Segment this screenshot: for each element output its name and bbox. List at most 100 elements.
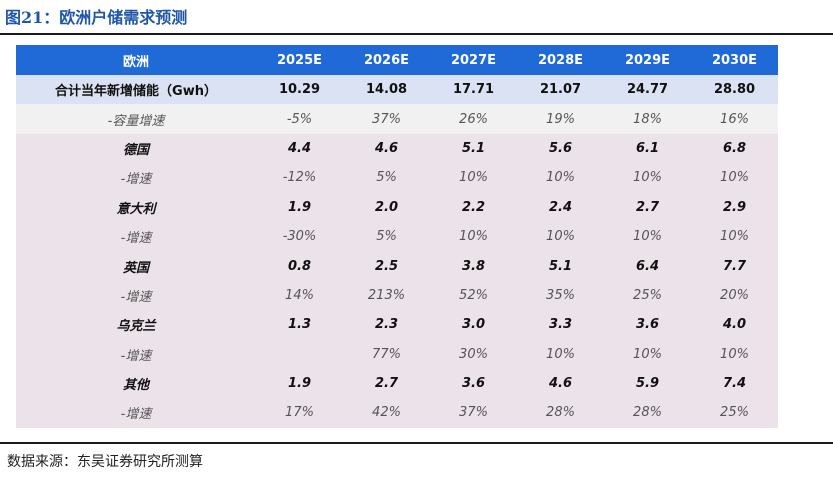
table-cell: 2.2 (430, 192, 517, 222)
total-row: 合计当年新增储能（Gwh） 10.29 14.08 17.71 21.07 24… (16, 75, 778, 105)
table-cell: 25% (691, 398, 778, 428)
table-cell: 2.5 (343, 251, 430, 281)
table-cell: 14% (256, 280, 343, 311)
table-cell: 5% (343, 221, 430, 252)
country-row-ukraine: 乌克兰 1.3 2.3 3.0 3.3 3.6 4.0 (16, 310, 778, 340)
table-cell: 3.6 (604, 310, 691, 340)
country-row-italy: 意大利 1.9 2.0 2.2 2.4 2.7 2.9 (16, 192, 778, 222)
total-growth-row: -容量增速 -5% 37% 26% 19% 18% 16% (16, 104, 778, 134)
bottom-rule (0, 442, 833, 444)
table-cell: 10% (604, 339, 691, 369)
row-label: 合计当年新增储能（Gwh） (16, 75, 256, 105)
table-cell: 3.6 (430, 368, 517, 399)
header-cell: 2030E (691, 45, 778, 75)
table-cell: 37% (430, 398, 517, 428)
growth-row-germany: -增速 -12% 5% 10% 10% 10% 10% (16, 163, 778, 193)
table-cell: 20% (691, 280, 778, 311)
table-cell: 6.1 (604, 133, 691, 164)
table-cell: 6.8 (691, 133, 778, 164)
table-cell: 16% (691, 104, 778, 134)
table-cell: 18% (604, 104, 691, 134)
table-cell: 25% (604, 280, 691, 311)
table-cell: 17.71 (430, 75, 517, 105)
table-cell: 3.0 (430, 310, 517, 340)
table-cell: 4.0 (691, 310, 778, 340)
table-cell: 2.7 (343, 368, 430, 399)
row-label: 意大利 (16, 192, 256, 222)
top-rule (0, 33, 833, 35)
table-cell: 2.9 (691, 192, 778, 222)
table-cell: 0.8 (256, 251, 343, 281)
country-row-uk: 英国 0.8 2.5 3.8 5.1 6.4 7.7 (16, 251, 778, 281)
table-cell: 28% (517, 398, 604, 428)
country-row-germany: 德国 4.4 4.6 5.1 5.6 6.1 6.8 (16, 133, 778, 164)
table-cell: 10% (691, 339, 778, 369)
table-cell: 213% (343, 280, 430, 311)
table-cell: 10.29 (256, 75, 343, 105)
row-label: -增速 (16, 398, 256, 428)
row-label: -增速 (16, 280, 256, 311)
header-cell: 2028E (517, 45, 604, 75)
table-cell: 52% (430, 280, 517, 311)
table-cell: 1.3 (256, 310, 343, 340)
header-cell: 2027E (430, 45, 517, 75)
table-cell: 6.4 (604, 251, 691, 281)
table-cell: 10% (517, 339, 604, 369)
table-cell: 5.6 (517, 133, 604, 164)
table-cell: 35% (517, 280, 604, 311)
row-label: 德国 (16, 133, 256, 164)
table-cell: 10% (604, 221, 691, 252)
table-cell: 10% (604, 163, 691, 193)
table-cell: 7.4 (691, 368, 778, 399)
row-label: -增速 (16, 339, 256, 369)
table-cell: 5.1 (430, 133, 517, 164)
row-label: -增速 (16, 163, 256, 193)
header-cell: 欧洲 (16, 45, 256, 75)
header-cell: 2026E (343, 45, 430, 75)
table-cell: 19% (517, 104, 604, 134)
table-cell: 5% (343, 163, 430, 193)
table-cell: 14.08 (343, 75, 430, 105)
table-cell: 2.0 (343, 192, 430, 222)
table-cell: 10% (517, 221, 604, 252)
table-cell: 4.6 (517, 368, 604, 399)
header-cell: 2025E (256, 45, 343, 75)
row-label: 英国 (16, 251, 256, 281)
growth-row-uk: -增速 14% 213% 52% 35% 25% 20% (16, 280, 778, 311)
row-label: 乌克兰 (16, 310, 256, 340)
table-cell: 5.9 (604, 368, 691, 399)
table-cell: 1.9 (256, 368, 343, 399)
forecast-table: 欧洲 2025E 2026E 2027E 2028E 2029E 2030E 合… (16, 45, 778, 428)
table-cell (256, 339, 343, 369)
table-cell: 7.7 (691, 251, 778, 281)
table-cell: 28.80 (691, 75, 778, 105)
table-cell: 5.1 (517, 251, 604, 281)
table-cell: -5% (256, 104, 343, 134)
growth-row-italy: -增速 -30% 5% 10% 10% 10% 10% (16, 221, 778, 252)
table-cell: 10% (430, 163, 517, 193)
row-label: -容量增速 (16, 104, 256, 134)
table-cell: 24.77 (604, 75, 691, 105)
table-cell: 4.4 (256, 133, 343, 164)
table-cell: 28% (604, 398, 691, 428)
row-label: 其他 (16, 368, 256, 399)
source-note: 数据来源：东吴证券研究所测算 (7, 454, 203, 470)
table-cell: 10% (691, 163, 778, 193)
table-cell: 4.6 (343, 133, 430, 164)
header-cell: 2029E (604, 45, 691, 75)
table-cell: 3.3 (517, 310, 604, 340)
table-cell: -30% (256, 221, 343, 252)
table-cell: 17% (256, 398, 343, 428)
table-cell: -12% (256, 163, 343, 193)
table-cell: 2.7 (604, 192, 691, 222)
table-cell: 42% (343, 398, 430, 428)
table-cell: 77% (343, 339, 430, 369)
table-cell: 2.3 (343, 310, 430, 340)
table-cell: 37% (343, 104, 430, 134)
growth-row-others: -增速 17% 42% 37% 28% 28% 25% (16, 398, 778, 428)
table-cell: 10% (517, 163, 604, 193)
table-cell: 21.07 (517, 75, 604, 105)
row-label: -增速 (16, 221, 256, 252)
figure-title: 图21：欧洲户储需求预测 (5, 8, 188, 27)
table-cell: 30% (430, 339, 517, 369)
